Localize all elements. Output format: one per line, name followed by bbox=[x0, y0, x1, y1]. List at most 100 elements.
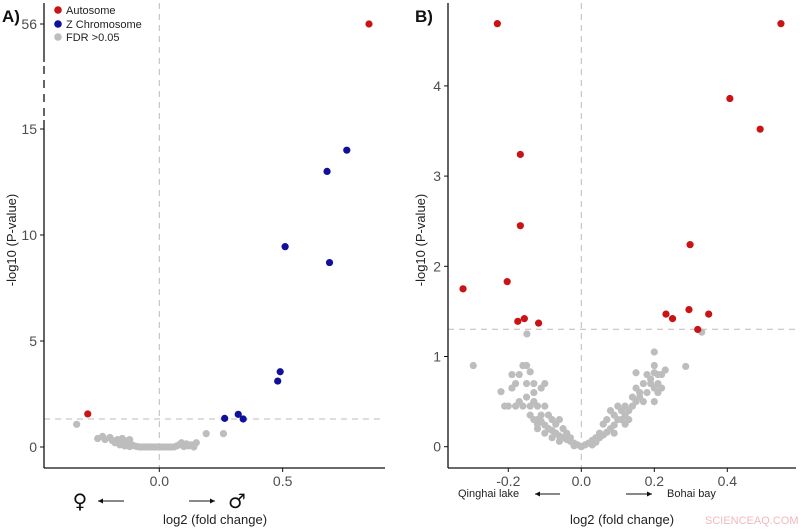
data-point-fdr-0-05 bbox=[469, 361, 477, 370]
y-tick-label: 3 bbox=[433, 168, 441, 184]
data-point-autosome bbox=[84, 410, 92, 418]
data-point-fdr-0-05 bbox=[511, 379, 520, 388]
data-point-fdr-0-05 bbox=[621, 420, 629, 428]
data-point-fdr-0-05 bbox=[544, 411, 553, 419]
panel-a-label: A) bbox=[2, 7, 20, 26]
data-point-autosome bbox=[668, 315, 677, 323]
data-point-fdr-0-05 bbox=[73, 420, 81, 428]
panel-b: B) 0 1 2 3 4 -0.2 0.0 0.2 0.4 -log10 (P-value) l… bbox=[413, 3, 799, 527]
y-tick-label: 2 bbox=[433, 258, 441, 274]
data-point-fdr-0-05 bbox=[650, 369, 658, 377]
data-point-autosome bbox=[534, 319, 543, 327]
panel-a-y-label: -log10 (P-value) bbox=[4, 194, 19, 287]
x-tick-label: 0.4 bbox=[718, 473, 738, 489]
data-point-fdr-0-05 bbox=[661, 366, 669, 374]
data-point-autosome bbox=[694, 325, 702, 334]
data-point-fdr-0-05 bbox=[526, 368, 534, 376]
data-point-fdr-0-05 bbox=[614, 402, 622, 410]
data-point-fdr-0-05 bbox=[639, 379, 647, 388]
data-point-z-chromosome bbox=[343, 146, 351, 154]
data-point-fdr-0-05 bbox=[610, 421, 618, 429]
panel-b-x-label: log2 (fold change) bbox=[570, 512, 674, 527]
male-symbol: ♂ bbox=[228, 489, 246, 513]
data-point-fdr-0-05 bbox=[508, 370, 516, 379]
data-point-z-chromosome bbox=[239, 415, 247, 423]
data-point-fdr-0-05 bbox=[522, 393, 531, 401]
data-point-fdr-0-05 bbox=[566, 434, 574, 442]
x-tick-label: 0.0 bbox=[572, 473, 592, 489]
bohai-bay-label: Bohai bay bbox=[667, 488, 716, 500]
data-point-fdr-0-05 bbox=[515, 370, 523, 379]
legend-z-chromosome: Z Chromosome bbox=[66, 19, 142, 31]
data-point-autosome bbox=[777, 20, 785, 28]
x-tick-label: -0.2 bbox=[496, 473, 520, 489]
legend-autosome-marker bbox=[54, 6, 62, 14]
y-tick-label: 5 bbox=[29, 333, 37, 349]
arrow-left-icon bbox=[535, 491, 560, 497]
y-tick-label: 10 bbox=[21, 227, 37, 243]
female-symbol: ♀ bbox=[73, 489, 88, 513]
data-point-autosome bbox=[705, 310, 713, 318]
data-point-fdr-0-05 bbox=[541, 429, 549, 437]
panel-b-label: B) bbox=[415, 7, 433, 26]
data-point-autosome bbox=[503, 278, 511, 286]
data-point-autosome bbox=[662, 310, 670, 318]
data-point-fdr-0-05 bbox=[522, 379, 531, 388]
data-point-autosome bbox=[756, 125, 764, 133]
data-point-fdr-0-05 bbox=[599, 420, 607, 428]
data-point-fdr-0-05 bbox=[202, 430, 210, 438]
data-point-fdr-0-05 bbox=[180, 442, 188, 451]
data-point-fdr-0-05 bbox=[650, 348, 658, 356]
data-point-fdr-0-05 bbox=[682, 362, 690, 371]
data-point-fdr-0-05 bbox=[126, 442, 134, 451]
data-point-autosome bbox=[520, 315, 528, 323]
data-point-autosome bbox=[686, 241, 694, 249]
data-point-fdr-0-05 bbox=[650, 398, 658, 406]
data-point-fdr-0-05 bbox=[610, 429, 618, 437]
data-point-fdr-0-05 bbox=[628, 393, 637, 401]
data-point-fdr-0-05 bbox=[595, 429, 604, 437]
data-point-fdr-0-05 bbox=[219, 430, 228, 438]
y-tick-label: 4 bbox=[433, 78, 441, 94]
legend-z-marker bbox=[54, 20, 62, 28]
data-point-fdr-0-05 bbox=[650, 361, 658, 370]
data-point-fdr-0-05 bbox=[116, 441, 124, 449]
data-point-autosome bbox=[516, 222, 524, 230]
data-point-fdr-0-05 bbox=[636, 388, 644, 397]
data-point-fdr-0-05 bbox=[570, 442, 578, 450]
data-point-fdr-0-05 bbox=[541, 402, 549, 410]
data-point-fdr-0-05 bbox=[497, 388, 505, 396]
data-point-fdr-0-05 bbox=[530, 379, 538, 388]
data-point-fdr-0-05 bbox=[526, 411, 534, 419]
data-point-autosome bbox=[493, 20, 501, 28]
data-point-autosome bbox=[514, 317, 522, 325]
data-point-z-chromosome bbox=[323, 167, 331, 175]
data-point-fdr-0-05 bbox=[548, 434, 556, 442]
y-tick-label: 15 bbox=[21, 121, 37, 137]
data-point-fdr-0-05 bbox=[537, 411, 545, 419]
data-point-fdr-0-05 bbox=[555, 437, 564, 445]
y-tick-label: 56 bbox=[21, 16, 37, 32]
x-tick-label: 0.0 bbox=[150, 473, 170, 489]
legend-fdr: FDR >0.05 bbox=[66, 32, 120, 44]
data-point-fdr-0-05 bbox=[632, 369, 640, 377]
y-tick-label: 0 bbox=[29, 439, 37, 455]
data-point-z-chromosome bbox=[274, 377, 282, 385]
data-point-autosome bbox=[685, 305, 693, 314]
data-point-fdr-0-05 bbox=[588, 441, 596, 449]
x-tick-label: 0.5 bbox=[273, 473, 293, 489]
data-point-fdr-0-05 bbox=[654, 388, 662, 397]
y-tick-label: 1 bbox=[433, 349, 441, 365]
qinghai-lake-label: Qinghai lake bbox=[458, 488, 519, 500]
data-point-autosome bbox=[516, 150, 524, 159]
data-point-fdr-0-05 bbox=[606, 407, 615, 415]
data-point-autosome bbox=[726, 94, 734, 103]
data-point-fdr-0-05 bbox=[643, 388, 651, 397]
arrow-right-icon bbox=[189, 498, 215, 504]
y-tick-label: 0 bbox=[433, 439, 441, 455]
data-point-z-chromosome bbox=[281, 243, 289, 251]
panel-b-y-label: -log10 (P-value) bbox=[413, 194, 428, 287]
legend-fdr-marker bbox=[54, 33, 62, 41]
data-point-fdr-0-05 bbox=[515, 398, 523, 406]
